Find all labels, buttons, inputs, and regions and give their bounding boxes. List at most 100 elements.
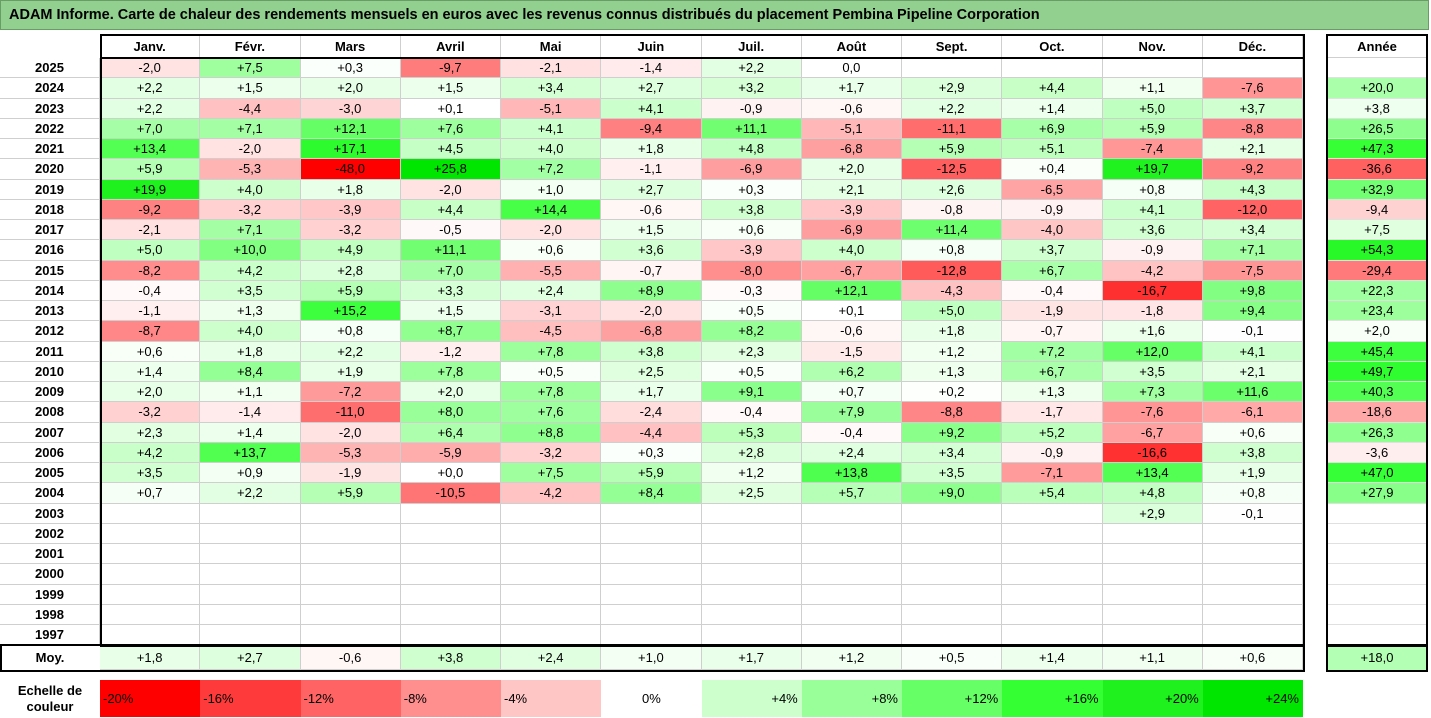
heatmap-cell: -1,9 (300, 463, 401, 484)
heatmap-cell: +2,0 (300, 78, 401, 99)
heatmap-cell: +1,8 (200, 341, 301, 362)
heatmap-cell: +12,1 (801, 280, 902, 301)
year-label: 2020 (0, 159, 100, 180)
heatmap-cell: -7,4 (1102, 139, 1203, 160)
year-label: 2007 (0, 422, 100, 443)
heatmap-cell (1202, 544, 1303, 565)
month-header: Déc. (1202, 36, 1303, 58)
heatmap-cell (200, 625, 301, 646)
heatmap-cell (300, 544, 401, 565)
heatmap-cell: +2,9 (902, 78, 1003, 99)
color-scale-swatch: +4% (701, 680, 802, 717)
heatmap-cell: +7,8 (501, 382, 602, 403)
annual-cell (1328, 605, 1426, 625)
heatmap-cell: -5,1 (501, 98, 602, 119)
heatmap-cell: -1,1 (100, 301, 201, 322)
heatmap-cell: -8,7 (100, 321, 201, 342)
heatmap-cell: -3,9 (701, 240, 802, 261)
heatmap-cell: +1,5 (400, 301, 501, 322)
heatmap-cell: +5,7 (801, 483, 902, 504)
heatmap-cell: +11,1 (400, 240, 501, 261)
heatmap-cell: -0,9 (1102, 240, 1203, 261)
heatmap-cell: +2,7 (601, 179, 702, 200)
heatmap-cell: +3,4 (501, 78, 602, 99)
heatmap-cell: -3,0 (300, 98, 401, 119)
heatmap-cell: +2,0 (100, 382, 201, 403)
chart-title: ADAM Informe. Carte de chaleur des rende… (0, 0, 1429, 30)
heatmap-cell: -0,3 (701, 280, 802, 301)
annual-cell: +7,5 (1328, 220, 1426, 241)
heatmap-cell: +11,6 (1202, 382, 1303, 403)
heatmap-cell: +3,8 (601, 341, 702, 362)
heatmap-cell (601, 604, 702, 625)
annual-cell: +22,3 (1328, 280, 1426, 301)
heatmap-cell (601, 544, 702, 565)
annual-cell (1328, 504, 1426, 524)
heatmap-cell: +1,4 (1002, 98, 1103, 119)
heatmap-cell: -0,6 (601, 199, 702, 220)
heatmap-cell: +2,1 (801, 179, 902, 200)
heatmap-cell (501, 625, 602, 646)
annual-cell: +40,3 (1328, 382, 1426, 403)
average-cell: +2,7 (200, 646, 301, 670)
heatmap-cell (1002, 625, 1103, 646)
heatmap-cell: +0,6 (100, 341, 201, 362)
heatmap-cell: -4,0 (1002, 220, 1103, 241)
year-label: 2002 (0, 523, 100, 544)
heatmap-cell: +2,4 (501, 280, 602, 301)
heatmap-cell: -2,0 (100, 58, 201, 79)
heatmap-cell: -8,0 (701, 260, 802, 281)
average-cell: +0,5 (902, 646, 1003, 670)
heatmap-cell: -0,4 (701, 402, 802, 423)
heatmap-cell: -12,8 (902, 260, 1003, 281)
heatmap-cell: +4,3 (1202, 179, 1303, 200)
heatmap-cell: +2,3 (701, 341, 802, 362)
heatmap-cell: +4,8 (701, 139, 802, 160)
heatmap-cell: +0,5 (501, 361, 602, 382)
heatmap-cell: -5,9 (400, 442, 501, 463)
annual-cell: +49,7 (1328, 361, 1426, 382)
color-scale-swatch: +20% (1102, 680, 1203, 717)
heatmap-cell: -1,4 (601, 58, 702, 79)
heatmap-cell: -9,2 (1202, 159, 1303, 180)
heatmap-cell (400, 625, 501, 646)
average-cell: +1,1 (1102, 646, 1203, 670)
heatmap-cell (801, 544, 902, 565)
heatmap-cell: -7,6 (1202, 78, 1303, 99)
heatmap-cell: +2,0 (400, 382, 501, 403)
heatmap-cell: -2,0 (501, 220, 602, 241)
heatmap-cell: +7,2 (501, 159, 602, 180)
year-label: 1999 (0, 584, 100, 605)
heatmap-cell: +5,2 (1002, 422, 1103, 443)
heatmap-cell (1102, 604, 1203, 625)
year-label: 2001 (0, 544, 100, 565)
heatmap-cell (300, 564, 401, 585)
heatmap-cell: -4,2 (501, 483, 602, 504)
heatmap-cell (100, 523, 201, 544)
color-scale-swatch: +16% (1002, 680, 1103, 717)
annual-cell: +3,8 (1328, 98, 1426, 119)
heatmap-cell: -6,1 (1202, 402, 1303, 423)
heatmap-cell: -5,5 (501, 260, 602, 281)
heatmap-cell: +3,5 (100, 463, 201, 484)
heatmap-cell (100, 584, 201, 605)
heatmap-cell: +0,0 (400, 463, 501, 484)
heatmap-cell: +12,1 (300, 118, 401, 139)
heatmap-cell: -0,4 (100, 280, 201, 301)
heatmap-cell (501, 523, 602, 544)
heatmap-cell: +1,3 (902, 361, 1003, 382)
heatmap-cell: -0,9 (701, 98, 802, 119)
color-scale-swatch: 0% (601, 680, 702, 717)
heatmap-cell: +12,0 (1102, 341, 1203, 362)
heatmap-cell (400, 544, 501, 565)
heatmap-cell: +4,0 (200, 179, 301, 200)
annual-cell (1328, 524, 1426, 544)
heatmap-cell (400, 523, 501, 544)
heatmap-cell (801, 584, 902, 605)
heatmap-cell: -6,9 (801, 220, 902, 241)
heatmap-cell: +3,7 (1002, 240, 1103, 261)
year-label: 2000 (0, 564, 100, 585)
heatmap-cell: +0,4 (1002, 159, 1103, 180)
heatmap-cell: +9,0 (902, 483, 1003, 504)
heatmap-cell: -7,2 (300, 382, 401, 403)
